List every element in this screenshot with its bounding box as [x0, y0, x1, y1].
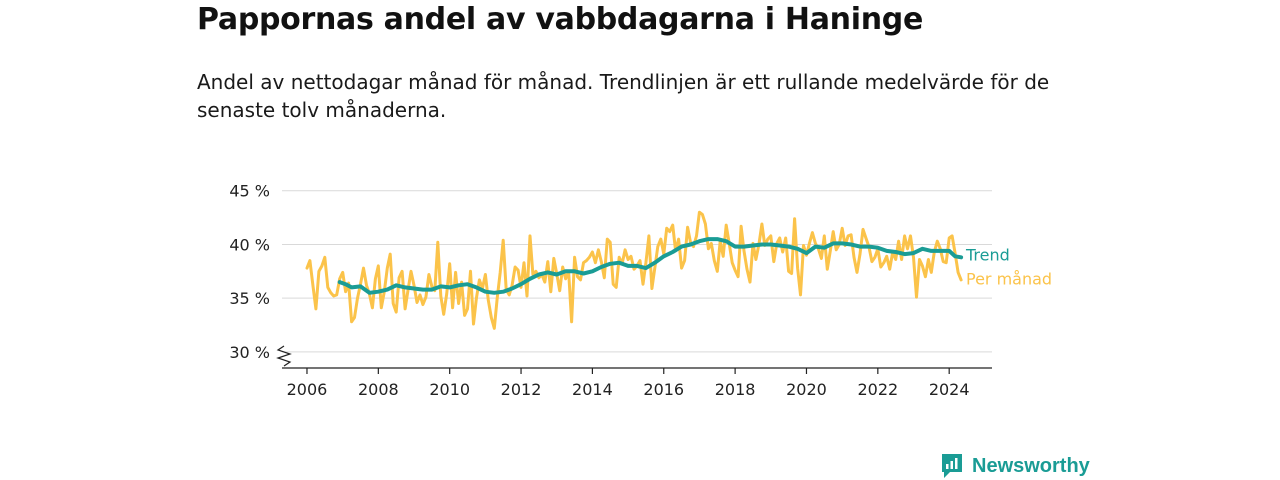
x-tick-label: 2024 [929, 380, 970, 399]
x-tick-label: 2008 [358, 380, 399, 399]
y-tick-label: 30 % [229, 343, 270, 362]
chart-subtitle: Andel av nettodagar månad för månad. Tre… [197, 70, 1050, 122]
series-label: Trend [965, 245, 1010, 264]
series-label: Per månad [966, 269, 1052, 288]
x-axis: 2006 2008 2010 2012 2014 2016 2018 2020 2022 2024 [276, 345, 992, 399]
series-labels: Trend Per månad [965, 245, 1052, 288]
x-tick-label: 2018 [715, 380, 756, 399]
x-tick-label: 2012 [501, 380, 542, 399]
series-line-per-manad [305, 210, 963, 330]
y-tick-label: 45 % [229, 182, 270, 201]
series-line-trend [337, 237, 964, 295]
axis-break-icon [276, 345, 292, 367]
x-tick-label: 2022 [857, 380, 898, 399]
brand-name: Newsworthy [972, 454, 1090, 477]
newsworthy-logo-icon [942, 454, 962, 478]
page-title: Pappornas andel av vabbdagarna i Haninge [197, 2, 924, 37]
series-lines [305, 210, 964, 330]
brand-logo: Newsworthy [940, 452, 1090, 480]
y-tick-label: 40 % [229, 235, 270, 254]
x-tick-label: 2006 [287, 380, 328, 399]
y-tick-label: 35 % [229, 289, 270, 308]
x-tick-label: 2010 [429, 380, 470, 399]
x-tick-label: 2014 [572, 380, 613, 399]
grid-lines [282, 190, 992, 353]
y-axis: 30 % 35 % 40 % 45 % [229, 182, 270, 362]
x-tick-label: 2020 [786, 380, 827, 399]
x-tick-label: 2016 [643, 380, 684, 399]
